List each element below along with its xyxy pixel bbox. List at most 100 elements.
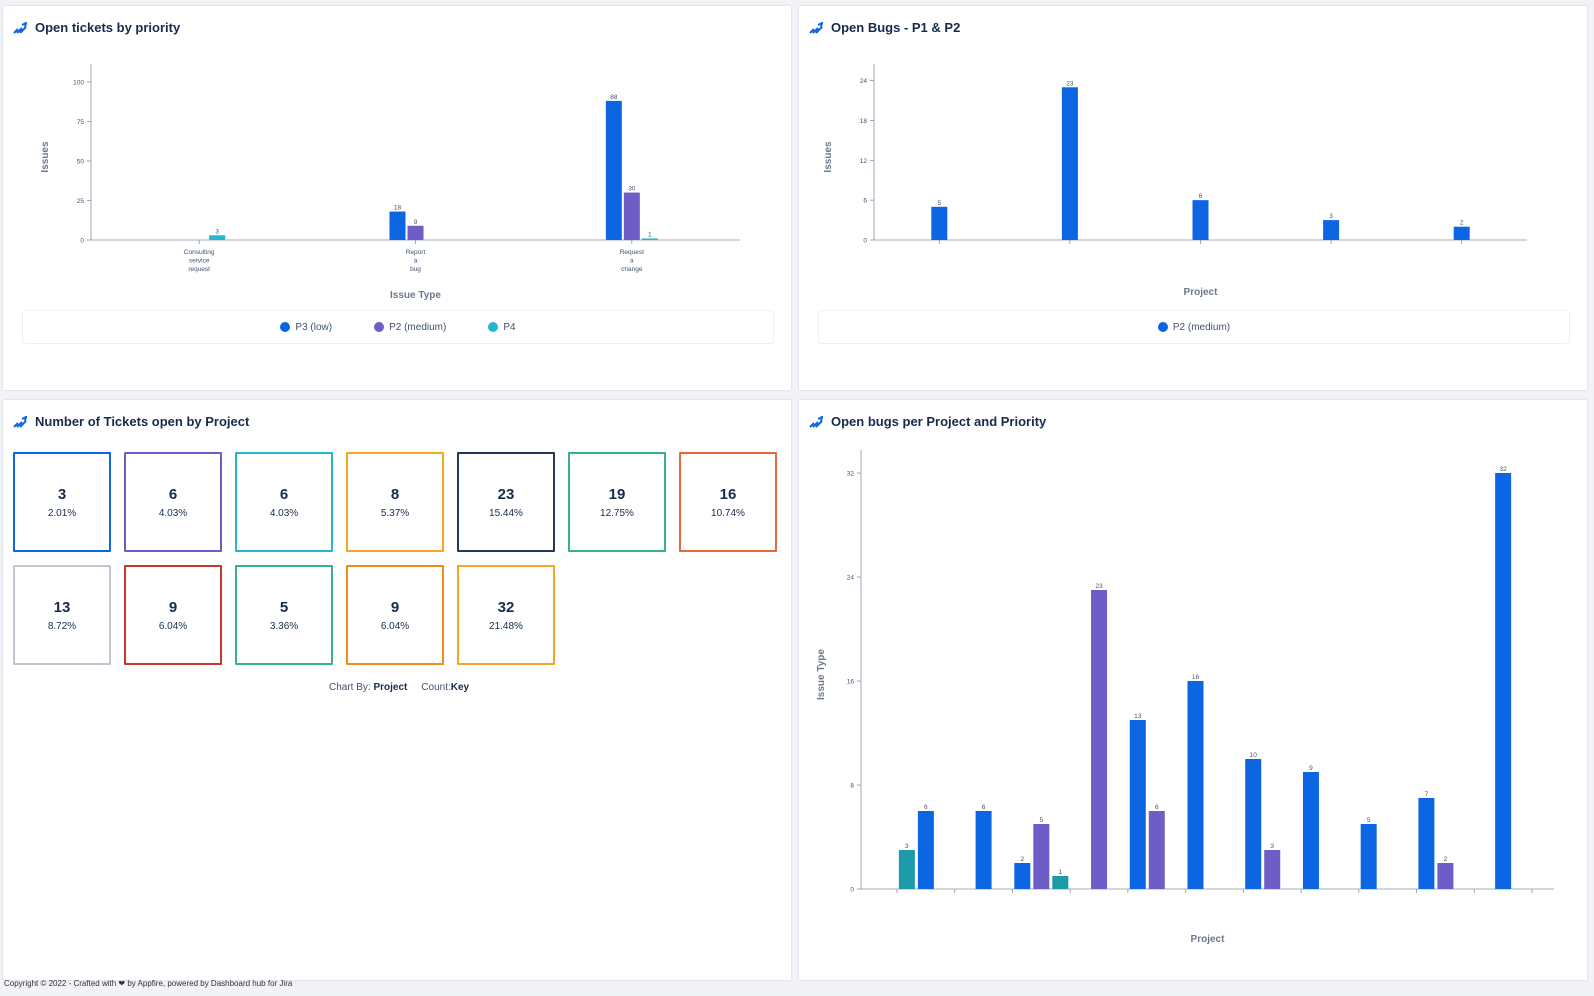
legend-label: P2 (medium) <box>1172 321 1231 333</box>
bar-value-label: 3 <box>1270 843 1274 850</box>
bar-value-label: 6 <box>1199 193 1203 200</box>
bar-value-label: 2 <box>1444 856 1448 863</box>
bar-value-label: 3 <box>905 843 909 850</box>
bar-value-label: 32 <box>1500 466 1508 473</box>
bar <box>1245 759 1262 889</box>
project-tile[interactable]: 19 12.75% <box>568 452 666 552</box>
footer-copyright: Copyright © 2022 - Crafted with ❤ by App… <box>4 979 293 988</box>
bar-value-label: 5 <box>1367 817 1371 824</box>
bar-value-label: 2 <box>1460 220 1464 227</box>
dashboard-hub-logo-icon <box>13 415 27 428</box>
project-tile[interactable]: 9 6.04% <box>346 565 444 665</box>
legend-swatch-icon <box>280 322 291 332</box>
legend-item[interactable]: P2 (medium) <box>1157 321 1231 333</box>
tile-count: 9 <box>390 598 400 616</box>
project-tile[interactable]: 6 4.03% <box>124 452 222 552</box>
y-tick-label: 100 <box>73 79 84 86</box>
project-tile[interactable]: 16 10.74% <box>679 452 777 552</box>
tile-count: 5 <box>279 598 289 616</box>
tile-percentage: 4.03% <box>158 507 188 519</box>
bar <box>1014 863 1031 889</box>
legend-swatch-icon <box>374 322 385 332</box>
bar <box>1033 824 1050 889</box>
bar <box>623 192 640 240</box>
bar <box>1091 590 1108 889</box>
y-tick-label: 25 <box>77 198 85 205</box>
priority-legend: P3 (low) P2 (medium) P4 <box>22 310 774 344</box>
tile-count: 6 <box>279 485 289 503</box>
bar <box>898 850 915 889</box>
bar-value-label: 9 <box>1309 765 1313 772</box>
bar-value-label: 23 <box>1095 583 1103 590</box>
project-tile[interactable]: 6 4.03% <box>235 452 333 552</box>
bar-value-label: 10 <box>1250 752 1258 759</box>
panel-title: Open Bugs - P1 & P2 <box>831 20 961 35</box>
x-tick-label: change <box>621 266 643 273</box>
project-tile[interactable]: 9 6.04% <box>124 565 222 665</box>
bar <box>1061 87 1078 240</box>
y-tick-label: 18 <box>860 118 868 125</box>
bar-value-label: 9 <box>414 219 418 226</box>
y-axis-title: Issue Type <box>816 649 827 700</box>
panel-title-row: Number of Tickets open by Project <box>13 414 249 429</box>
panel-title: Open tickets by priority <box>35 20 181 35</box>
panel-title-row: Open Bugs - P1 & P2 <box>809 20 960 35</box>
dashboard-hub-logo-icon <box>13 21 27 34</box>
bar-value-label: 3 <box>1329 213 1333 220</box>
y-tick-label: 16 <box>847 679 855 686</box>
bar <box>1129 720 1146 889</box>
priority-chart: 0 25 50 75 100 Issues Issue Type Consulting serv… <box>40 64 740 301</box>
bar-value-label: 1 <box>1059 869 1063 876</box>
project-tile[interactable]: 5 3.36% <box>235 565 333 665</box>
bar-value-label: 3 <box>215 228 219 235</box>
bar <box>209 235 226 240</box>
tile-percentage: 8.72% <box>47 620 77 632</box>
y-tick-label: 32 <box>847 471 855 478</box>
legend-item[interactable]: P4 <box>488 321 516 333</box>
tile-count: 9 <box>168 598 178 616</box>
y-tick-label: 12 <box>860 158 868 165</box>
y-tick-label: 24 <box>847 575 855 582</box>
x-tick-label: a <box>630 258 634 265</box>
project-tile[interactable]: 8 5.37% <box>346 452 444 552</box>
dashboard-hub-logo-icon <box>809 415 823 428</box>
bar-value-label: 13 <box>1134 713 1142 720</box>
chart-by-value: Project <box>373 682 408 693</box>
bar-value-label: 16 <box>1192 674 1200 681</box>
panel-tickets-by-project: Number of Tickets open by Project 3 2.01%… <box>3 400 791 980</box>
project-tile[interactable]: 32 21.48% <box>457 565 555 665</box>
legend-item[interactable]: P2 (medium) <box>374 322 446 333</box>
tile-count: 6 <box>168 485 178 503</box>
bar-value-label: 5 <box>1040 817 1044 824</box>
tile-percentage: 6.04% <box>380 620 410 632</box>
bar <box>1360 824 1377 889</box>
bar <box>931 206 948 240</box>
y-tick-label: 24 <box>860 78 868 85</box>
x-axis-title: Project <box>1191 934 1226 945</box>
x-axis-title: Project <box>1184 287 1219 298</box>
bar <box>1302 772 1319 889</box>
legend-label: P4 <box>503 321 516 333</box>
tile-percentage: 2.01% <box>47 507 77 519</box>
x-tick-label: Report <box>406 249 426 256</box>
legend-item[interactable]: P3 (low) <box>280 322 332 333</box>
chart-by-label: Chart By: <box>329 682 371 693</box>
bar-value-label: 18 <box>394 205 402 212</box>
bar-value-label: 6 <box>982 804 986 811</box>
bar <box>1264 850 1281 889</box>
tile-count: 16 <box>719 485 737 503</box>
bar <box>1437 863 1454 889</box>
count-value: Key <box>450 682 470 693</box>
y-tick-label: 50 <box>77 158 85 165</box>
bugs-chart: 0 6 12 18 24 Issues Project 5 23 6 3 2 <box>823 64 1527 298</box>
x-tick-label: bug <box>410 266 421 273</box>
legend-label: P3 (low) <box>295 321 333 333</box>
bar <box>1495 473 1512 889</box>
tile-percentage: 3.36% <box>269 620 299 632</box>
bar <box>1192 200 1209 240</box>
project-tile[interactable]: 13 8.72% <box>13 565 111 665</box>
tile-count: 32 <box>497 598 515 616</box>
project-tile[interactable]: 3 2.01% <box>13 452 111 552</box>
dashboard-hub-logo-icon <box>809 21 823 34</box>
project-tile[interactable]: 23 15.44% <box>457 452 555 552</box>
